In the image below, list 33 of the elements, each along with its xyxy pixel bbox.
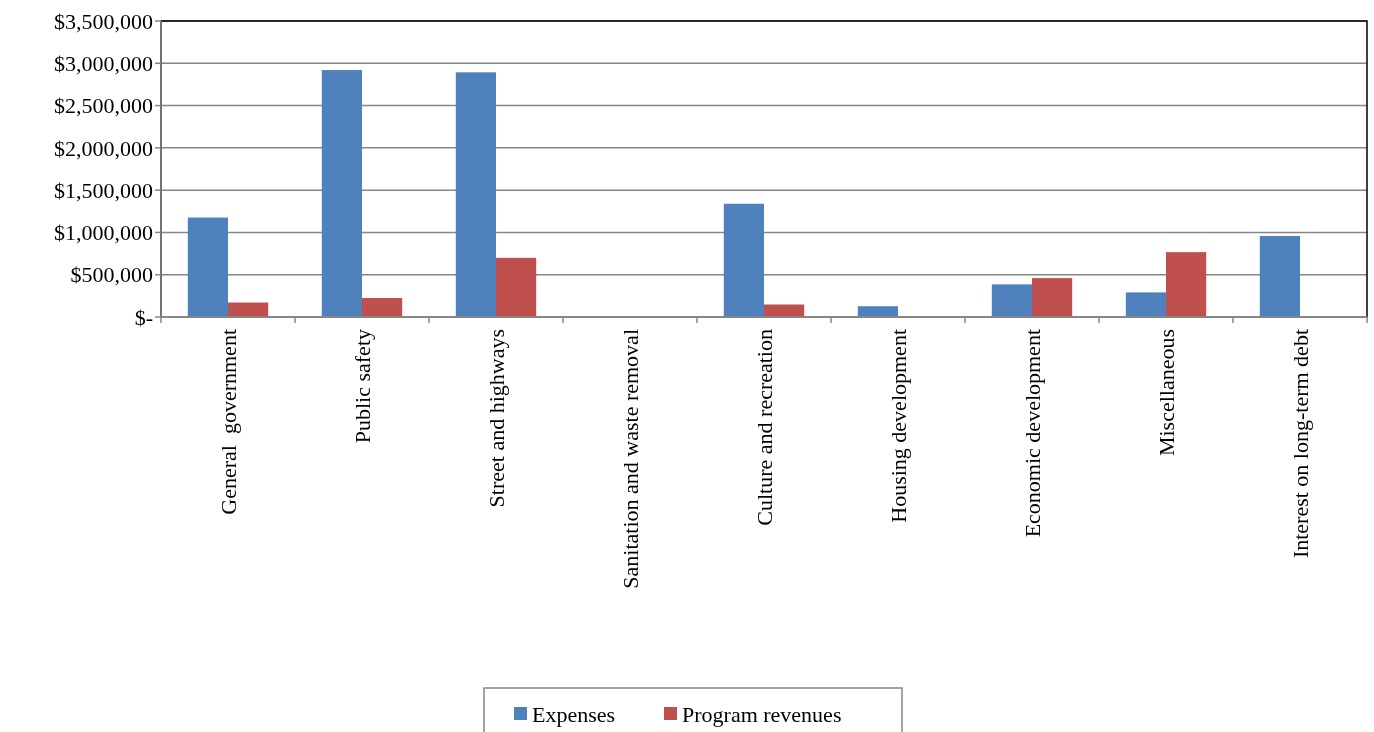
x-tick-label: Miscellaneous [1154, 329, 1179, 457]
x-tick-label: General government [216, 329, 241, 515]
y-tick-label: $1,000,000 [54, 220, 153, 246]
bar [1259, 235, 1300, 317]
bar [187, 217, 228, 317]
y-tick-label: $3,000,000 [54, 50, 153, 76]
x-tick-label: Public safety [350, 329, 375, 444]
bar [857, 306, 898, 317]
bar [362, 297, 403, 317]
x-tick-label: Interest on long-term debt [1288, 329, 1313, 559]
bar [1032, 278, 1073, 317]
bar [1125, 292, 1166, 317]
legend-label: Expenses [532, 701, 616, 727]
y-tick-label: $2,000,000 [54, 135, 153, 161]
bar [455, 72, 496, 317]
x-tick-label: Economic development [1020, 329, 1045, 538]
bar [991, 284, 1032, 317]
y-tick-label: $1,500,000 [54, 177, 153, 203]
bar [496, 257, 537, 317]
y-tick-label: $500,000 [70, 262, 153, 288]
y-tick-label: $2,500,000 [54, 93, 153, 119]
bar [321, 70, 362, 317]
y-tick-label: $- [134, 304, 153, 330]
y-tick-label: $3,500,000 [54, 8, 153, 34]
legend-label: Program revenues [682, 701, 842, 727]
x-tick-label: Sanitation and waste removal [618, 329, 643, 589]
bar [228, 302, 269, 317]
x-tick-label: Culture and recreation [752, 329, 777, 526]
x-tick-label: Street and highways [484, 329, 509, 508]
bar [723, 203, 764, 317]
bar [1166, 252, 1207, 317]
x-tick-label: Housing development [886, 329, 911, 523]
bar [764, 304, 805, 317]
